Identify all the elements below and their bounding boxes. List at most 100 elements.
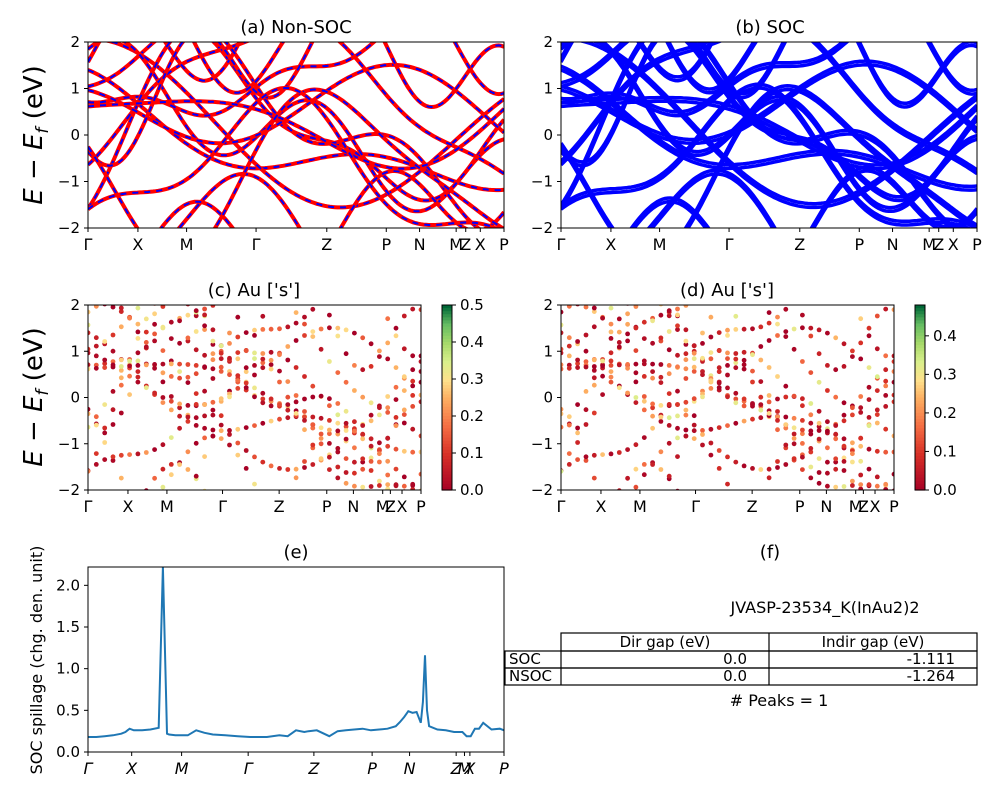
projection-point bbox=[858, 356, 864, 362]
colorbar-segment bbox=[442, 357, 452, 362]
x-tick-label: N bbox=[887, 235, 899, 254]
projection-point bbox=[277, 379, 282, 385]
projection-point bbox=[683, 366, 689, 372]
projection-point bbox=[783, 442, 789, 448]
projection-point bbox=[418, 471, 421, 477]
projection-point bbox=[235, 378, 241, 383]
projection-point bbox=[302, 414, 307, 420]
projection-point bbox=[766, 411, 772, 416]
projection-point bbox=[136, 502, 141, 507]
projection-point bbox=[883, 526, 888, 531]
projection-point bbox=[642, 299, 647, 304]
projection-point bbox=[335, 325, 341, 331]
projection-point bbox=[394, 225, 399, 230]
projection-point bbox=[733, 351, 739, 356]
projection-point bbox=[658, 414, 664, 420]
x-tick-label: Γ bbox=[725, 235, 734, 254]
projection-point bbox=[683, 376, 689, 381]
y-tick-label: −2 bbox=[58, 219, 80, 237]
projection-point bbox=[310, 306, 316, 312]
colorbar-segment bbox=[442, 351, 452, 355]
projection-point bbox=[318, 346, 324, 352]
projection-point bbox=[102, 425, 108, 431]
projection-point bbox=[725, 372, 730, 378]
colorbar-tick-label: 0.0 bbox=[460, 481, 484, 499]
projection-point bbox=[725, 356, 730, 361]
projection-point bbox=[119, 272, 124, 277]
colorbar-segment bbox=[442, 394, 452, 399]
colorbar-segment bbox=[442, 360, 452, 365]
projection-point bbox=[683, 327, 689, 333]
projection-point bbox=[310, 414, 316, 420]
projection-point bbox=[750, 352, 755, 358]
band-line-soc-split bbox=[561, 84, 977, 228]
projection-point bbox=[766, 399, 772, 405]
projection-point bbox=[94, 513, 99, 518]
projection-point bbox=[368, 443, 374, 449]
projection-point bbox=[160, 379, 166, 385]
projection-point bbox=[883, 262, 888, 267]
projection-point bbox=[716, 365, 722, 371]
projection-point bbox=[102, 430, 108, 436]
projection-point bbox=[816, 408, 822, 414]
projection-point bbox=[775, 374, 780, 379]
band-line-soc bbox=[561, 86, 973, 228]
projection-point bbox=[866, 365, 872, 370]
projection-point bbox=[733, 459, 739, 465]
x-tick-label: N bbox=[820, 497, 832, 516]
projection-point bbox=[891, 307, 894, 313]
row1-ylabel: E − Ef (eV) bbox=[19, 65, 53, 205]
colorbar-segment bbox=[915, 372, 925, 377]
projection-point bbox=[202, 413, 208, 419]
projection-point bbox=[641, 336, 647, 341]
projection-point bbox=[252, 327, 257, 333]
projection-point bbox=[88, 350, 91, 356]
projection-point bbox=[575, 457, 580, 462]
projection-point bbox=[700, 394, 705, 400]
projection-point bbox=[850, 451, 855, 457]
projection-point bbox=[401, 412, 407, 417]
projection-point bbox=[319, 575, 324, 580]
projection-point bbox=[600, 363, 605, 369]
projection-point bbox=[243, 369, 249, 375]
projection-point bbox=[177, 291, 182, 296]
projection-point bbox=[402, 242, 407, 247]
projection-point bbox=[193, 391, 199, 396]
projection-point bbox=[616, 340, 622, 345]
projection-point bbox=[874, 388, 880, 393]
projection-point bbox=[866, 333, 872, 339]
projection-point bbox=[110, 389, 116, 394]
projection-point bbox=[675, 454, 680, 459]
projection-point bbox=[600, 520, 605, 525]
projection-point bbox=[791, 326, 797, 332]
panel-b-soc: (b) SOC 210−1−2 Γ X M Γ Z P N MZ X P bbox=[531, 17, 982, 254]
band-line-nonsoc-dash bbox=[160, 170, 504, 228]
projection-point bbox=[891, 379, 894, 385]
projection-point bbox=[767, 259, 772, 264]
projection-point bbox=[88, 330, 91, 336]
projection-point bbox=[401, 407, 407, 413]
projection-point bbox=[410, 353, 416, 359]
projection-point bbox=[401, 388, 407, 393]
projection-point bbox=[891, 471, 894, 477]
colorbar-segment bbox=[915, 335, 925, 340]
projection-point bbox=[575, 518, 580, 523]
colorbar-segment bbox=[442, 406, 452, 411]
projection-point bbox=[344, 276, 349, 281]
projection-point bbox=[583, 454, 589, 460]
projection-point bbox=[625, 520, 630, 525]
projection-point bbox=[177, 425, 183, 431]
colorbar-segment bbox=[915, 311, 925, 315]
projection-point bbox=[419, 280, 424, 285]
colorbar-segment bbox=[915, 471, 925, 476]
x-tick-label: N bbox=[414, 235, 426, 254]
projection-point bbox=[210, 327, 216, 333]
projection-point bbox=[418, 307, 421, 313]
projection-point bbox=[102, 242, 107, 247]
projection-point bbox=[833, 544, 838, 549]
projection-point bbox=[733, 536, 738, 541]
projection-point bbox=[700, 529, 705, 534]
projection-point bbox=[243, 466, 249, 471]
projection-point bbox=[302, 569, 307, 574]
projection-point bbox=[633, 442, 639, 448]
